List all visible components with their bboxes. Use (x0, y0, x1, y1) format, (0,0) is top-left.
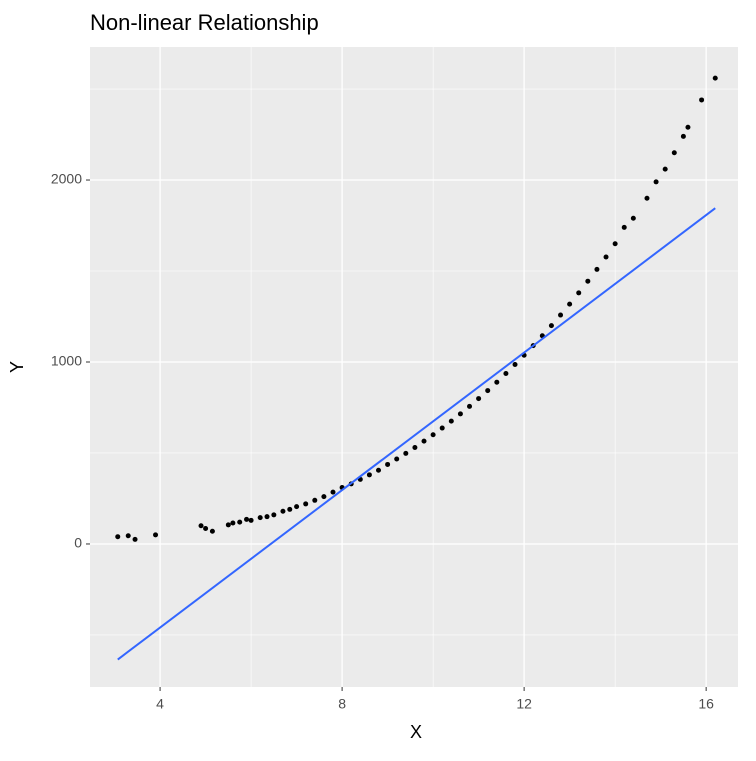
point (671, 150, 677, 156)
point (321, 494, 327, 500)
point (125, 533, 131, 539)
point (430, 432, 436, 438)
point (330, 489, 336, 495)
point (403, 450, 409, 456)
point (376, 467, 382, 473)
x-tick-label: 8 (338, 696, 346, 712)
x-tick-label: 12 (516, 696, 532, 712)
point (203, 526, 209, 532)
point (237, 519, 243, 525)
chart-title: Non-linear Relationship (90, 10, 319, 35)
point (457, 411, 463, 417)
point (198, 523, 204, 529)
point (685, 124, 691, 130)
point (494, 379, 500, 385)
point (244, 516, 250, 522)
point (567, 301, 573, 307)
point (230, 520, 236, 526)
point (712, 75, 718, 81)
point (412, 445, 418, 451)
y-tick-label: 1000 (51, 353, 82, 369)
x-axis-label: X (410, 722, 422, 742)
point (248, 517, 254, 523)
point (476, 396, 482, 402)
point (132, 536, 138, 542)
point (271, 512, 277, 518)
point (294, 504, 300, 510)
point (421, 438, 427, 444)
point (548, 323, 554, 329)
point (225, 522, 231, 528)
point (621, 224, 627, 230)
point (558, 312, 564, 318)
point (594, 266, 600, 272)
point (280, 508, 286, 514)
point (503, 370, 509, 376)
point (448, 418, 454, 424)
point (385, 461, 391, 467)
y-tick-label: 0 (74, 535, 82, 551)
point (366, 472, 372, 478)
point (512, 362, 518, 368)
point (612, 241, 618, 247)
point (115, 534, 121, 540)
point (257, 515, 263, 521)
panel (90, 47, 738, 687)
fit-line (117, 207, 716, 661)
point (264, 514, 270, 520)
point (153, 532, 159, 538)
point (287, 506, 293, 512)
point (630, 215, 636, 221)
point (485, 388, 491, 394)
point (439, 425, 445, 431)
x-tick-label: 4 (156, 696, 164, 712)
point (394, 456, 400, 462)
point (467, 403, 473, 409)
y-axis-label: Y (7, 361, 27, 373)
point (662, 166, 668, 172)
point (644, 195, 650, 201)
point (576, 290, 582, 296)
point (585, 278, 591, 284)
point (699, 97, 705, 103)
y-tick-label: 2000 (51, 171, 82, 187)
x-tick-label: 16 (698, 696, 714, 712)
point (312, 497, 318, 503)
point (603, 254, 609, 260)
point (680, 133, 686, 139)
point (303, 501, 309, 507)
point (653, 179, 659, 185)
point (209, 528, 215, 534)
